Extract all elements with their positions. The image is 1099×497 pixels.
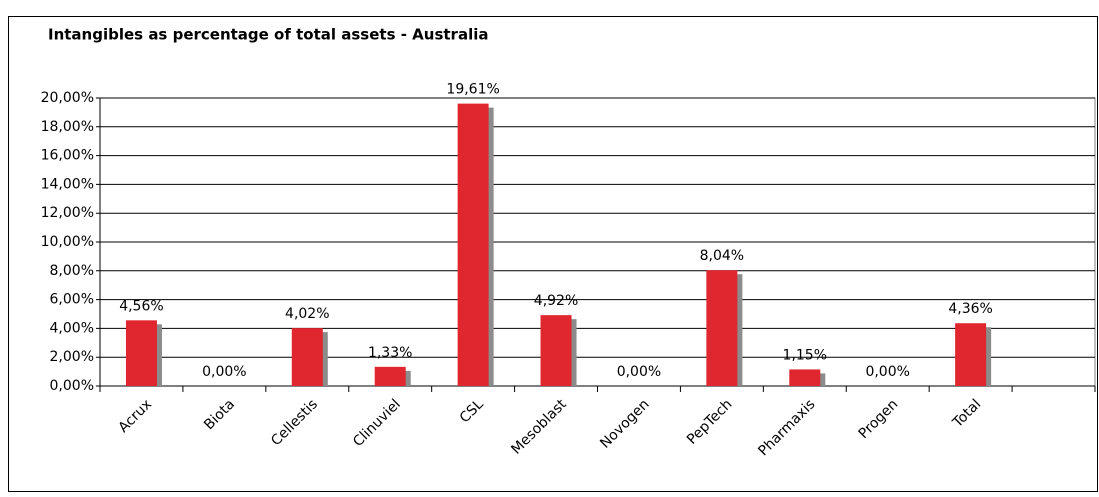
y-tick-label: 2,00% xyxy=(50,349,94,365)
value-label: 1,15% xyxy=(783,347,827,363)
y-tick-label: 18,00% xyxy=(41,119,94,135)
value-label: 4,02% xyxy=(285,306,329,322)
bar xyxy=(706,270,738,386)
value-label: 0,00% xyxy=(617,364,661,380)
value-label: 19,61% xyxy=(446,82,499,98)
value-label: 4,92% xyxy=(534,293,578,309)
value-label: 0,00% xyxy=(865,364,909,380)
y-tick-label: 14,00% xyxy=(41,176,94,192)
bar xyxy=(125,320,157,386)
value-label: 4,36% xyxy=(948,301,992,317)
bar xyxy=(540,315,572,386)
value-label: 0,00% xyxy=(202,364,246,380)
y-tick-label: 4,00% xyxy=(50,320,94,336)
y-tick-label: 0,00% xyxy=(50,378,94,394)
value-label: 1,33% xyxy=(368,345,412,361)
y-tick-label: 10,00% xyxy=(41,234,94,250)
bar xyxy=(374,366,406,386)
y-tick-label: 16,00% xyxy=(41,148,94,164)
bar xyxy=(955,323,987,386)
bar xyxy=(457,103,489,386)
y-tick-label: 8,00% xyxy=(50,263,94,279)
chart-title: Intangibles as percentage of total asset… xyxy=(48,26,488,44)
value-label: 8,04% xyxy=(700,248,744,264)
y-tick-label: 6,00% xyxy=(50,292,94,308)
y-tick-label: 20,00% xyxy=(41,90,94,106)
bar xyxy=(291,328,323,386)
y-tick-label: 12,00% xyxy=(41,205,94,221)
bar xyxy=(789,369,821,386)
value-label: 4,56% xyxy=(119,298,163,314)
